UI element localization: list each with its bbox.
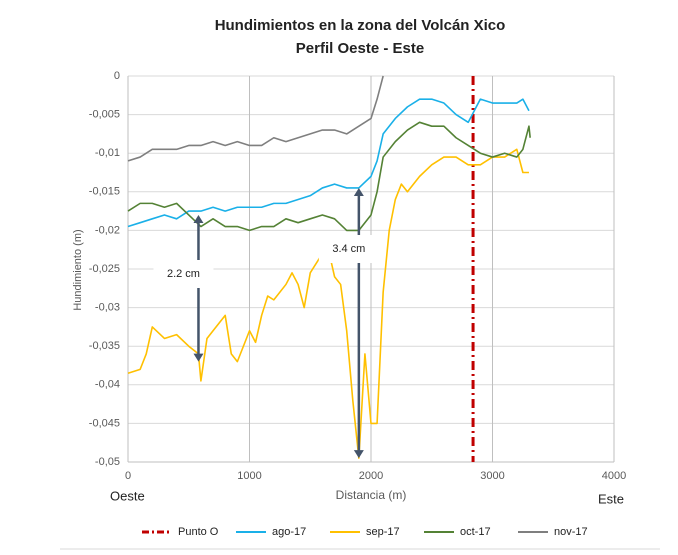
annotation-box [318, 235, 379, 263]
y-tick-label: -0,04 [95, 379, 120, 391]
series-line [127, 75, 384, 162]
y-tick-label: -0,05 [95, 456, 120, 468]
annotation-text: 3.4 cm [332, 243, 365, 255]
x-tick-label: 2000 [359, 470, 383, 482]
annotation-box [153, 260, 214, 288]
x-tick-label: 0 [125, 470, 131, 482]
x-axis-label: Distancia (m) [336, 488, 407, 502]
y-tick-label: -0,01 [95, 147, 120, 159]
x-tick-label: 3000 [480, 470, 504, 482]
legend-label: oct-17 [460, 526, 491, 538]
y-tick-label: -0,035 [89, 340, 120, 352]
y-axis-label: Hundimiento (m) [72, 229, 84, 310]
series-line [127, 148, 529, 459]
series-line [127, 121, 531, 232]
legend-label: Punto O [178, 526, 219, 538]
east-label: Este [598, 491, 624, 506]
arrow-head [353, 187, 364, 196]
x-tick-label: 4000 [602, 470, 626, 482]
legend-label: sep-17 [366, 526, 400, 538]
y-tick-label: -0,005 [89, 109, 120, 121]
series-line [127, 98, 530, 228]
arrow-head [193, 353, 204, 362]
west-label: Oeste [110, 488, 145, 503]
y-tick-label: -0,045 [89, 417, 120, 429]
chart-subtitle: Perfil Oeste - Este [296, 40, 424, 57]
y-tick-label: -0,02 [95, 224, 120, 236]
y-tick-label: 0 [114, 70, 120, 82]
y-tick-label: -0,025 [89, 263, 120, 275]
annotation-text: 2.2 cm [167, 268, 200, 280]
x-tick-label: 1000 [237, 470, 261, 482]
arrow-head [353, 450, 364, 459]
chart-title: Hundimientos en la zona del Volcán Xico [215, 17, 506, 34]
y-tick-label: -0,03 [95, 302, 120, 314]
legend-label: nov-17 [554, 526, 588, 538]
legend-label: ago-17 [272, 526, 306, 538]
arrow-head [193, 214, 204, 223]
y-tick-label: -0,015 [89, 186, 120, 198]
